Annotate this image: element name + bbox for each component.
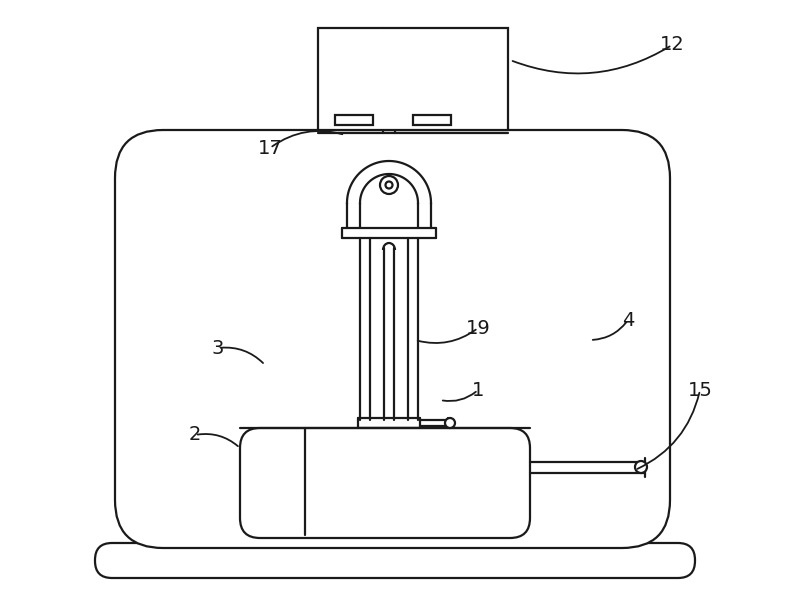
Bar xyxy=(335,115,373,125)
Text: 17: 17 xyxy=(257,139,283,157)
Text: 1: 1 xyxy=(472,381,484,399)
FancyBboxPatch shape xyxy=(240,428,530,538)
Circle shape xyxy=(445,418,455,428)
Bar xyxy=(318,28,508,130)
Circle shape xyxy=(380,176,398,194)
Text: 3: 3 xyxy=(212,339,225,358)
Text: 19: 19 xyxy=(466,318,491,338)
Bar xyxy=(413,115,451,125)
Text: 4: 4 xyxy=(622,310,634,330)
Text: 12: 12 xyxy=(659,36,685,54)
Text: 2: 2 xyxy=(189,425,201,445)
Circle shape xyxy=(635,461,647,473)
FancyBboxPatch shape xyxy=(95,543,695,578)
Circle shape xyxy=(385,182,392,189)
Text: 15: 15 xyxy=(688,381,713,399)
FancyBboxPatch shape xyxy=(115,130,670,548)
